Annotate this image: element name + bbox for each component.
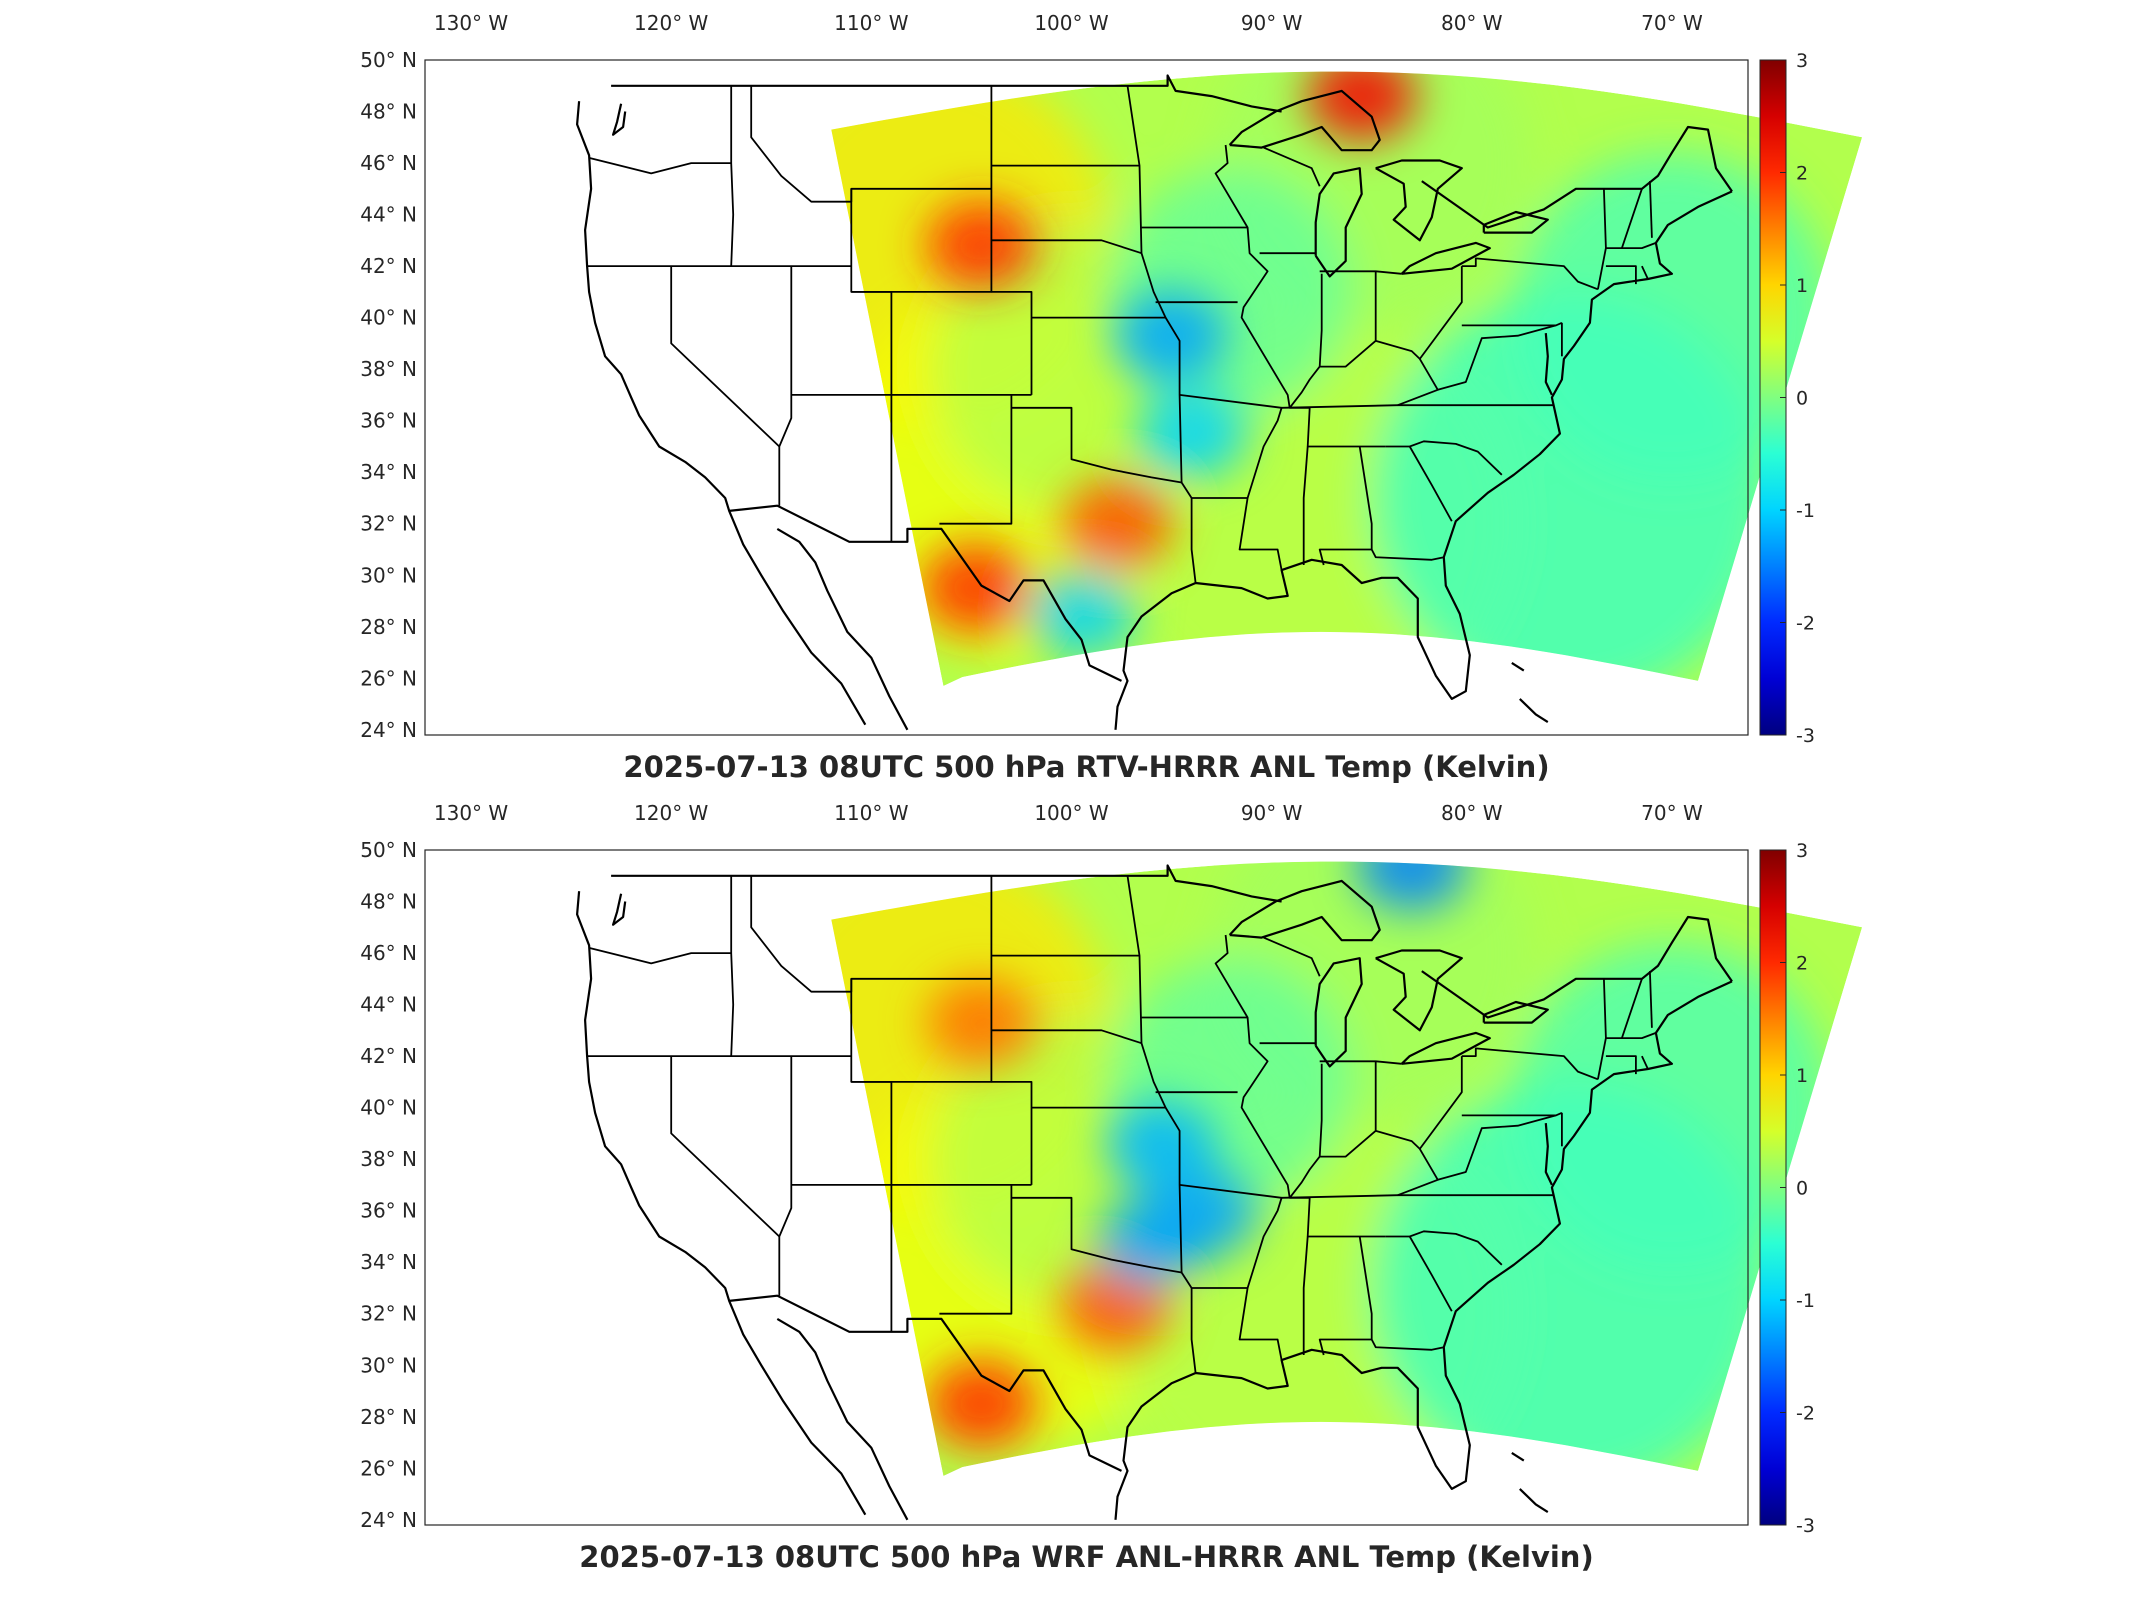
lon-tick-label: 90° W [1241,11,1303,35]
coastlines-and-borders [575,864,1733,1521]
colorbar-tick-label: -2 [1796,613,1815,635]
lat-tick-label: 46° N [360,151,417,175]
hotspot-wyoming-warm [926,977,1037,1068]
lat-tick-label: 24° N [360,1508,417,1532]
colorbar-tick-label: -1 [1796,1290,1815,1312]
hotspot-superior-cool [1356,861,1467,911]
panel-rtv-hrrr: 130° W 120° W 110° W 100° W 90° W 80° W 70° W 5… [0,0,2133,790]
colorbar-tick-label: -2 [1796,1403,1815,1425]
lat-tick-label: 32° N [360,1302,417,1326]
lat-tick-label: 26° N [360,1456,417,1480]
colorbar-tick-label: 1 [1796,275,1808,297]
lat-tick-label: 30° N [360,1353,417,1377]
lat-tick-label: 38° N [360,357,417,381]
colorbar-tick-label: 1 [1796,1065,1808,1087]
lon-tick-label: 100° W [1034,11,1109,35]
colorbar-tick-label: -1 [1796,500,1815,522]
lon-tick-label: 70° W [1641,11,1703,35]
colorbar-tick-label: 2 [1796,163,1808,185]
hotspot-wyoming-warm [926,200,1037,291]
lat-tick-label: 32° N [360,512,417,536]
lon-tick-label: 100° W [1034,801,1109,825]
lat-tick-label: 44° N [360,993,417,1017]
hotspot-oklahoma-cool [1096,1196,1207,1287]
lon-tick-label: 130° W [434,801,509,825]
hotspot-texas-cool [1026,568,1137,659]
lat-tick-label: 26° N [360,666,417,690]
lat-tick-label: 36° N [360,409,417,433]
panel-title: 2025-07-13 08UTC 500 hPa RTV-HRRR ANL Te… [623,750,1549,784]
anomaly-field [831,71,1863,687]
lat-tick-label: 28° N [360,615,417,639]
anomaly-field [831,861,1863,1477]
lat-tick-label: 42° N [360,1044,417,1068]
lat-tick-label: 28° N [360,1405,417,1429]
hotspot-sw-texas-warm [926,1358,1037,1449]
map-frame [424,849,1749,1526]
lon-tick-label: 110° W [834,11,909,35]
lat-tick-label: 48° N [360,890,417,914]
panel-wrf-hrrr: 130° W 120° W 110° W 100° W 90° W 80° W 70° W 5… [0,790,2133,1580]
lat-tick-label: 24° N [360,718,417,742]
lon-tick-label: 120° W [634,11,709,35]
lon-tick-label: 80° W [1441,11,1503,35]
hotspot-sw-texas-warm [920,543,1031,634]
lat-tick-label: 34° N [360,1250,417,1274]
lat-tick-label: 42° N [360,254,417,278]
lon-tick-label: 130° W [434,11,509,35]
map-frame [424,59,1749,736]
colorbar-tick-label: -3 [1796,1515,1815,1537]
hotspot-central-texas-warm [1062,478,1173,569]
colorbar-tick-label: 0 [1796,1178,1808,1200]
lat-tick-label: 44° N [360,203,417,227]
lat-tick-label: 50° N [360,838,417,862]
lat-tick-label: 48° N [360,100,417,124]
lat-tick-label: 36° N [360,1199,417,1223]
lat-tick-label: 46° N [360,941,417,965]
colorbar-tick-label: 2 [1796,953,1808,975]
colorbar-tick-label: 3 [1796,840,1808,862]
map-figure: 130° W 120° W 110° W 100° W 90° W 80° W 70° W 5… [360,11,1863,784]
lon-tick-label: 90° W [1241,801,1303,825]
hotspot-kansas-cool [1116,290,1227,381]
hotspot-oklahoma-cool [1136,388,1247,479]
hotspot-kansas-cool [1106,1101,1217,1192]
coastlines-and-borders [575,74,1733,731]
colorbar-tick-label: 3 [1796,50,1808,72]
colorbar-tick-label: -3 [1796,725,1815,747]
lon-tick-label: 120° W [634,801,709,825]
lat-tick-label: 34° N [360,460,417,484]
lon-tick-label: 110° W [834,801,909,825]
lat-tick-label: 38° N [360,1147,417,1171]
colorbar-tick-label: 0 [1796,388,1808,410]
lat-tick-label: 50° N [360,48,417,72]
hotspot-superior-warm [1306,71,1417,142]
lon-tick-label: 80° W [1441,801,1503,825]
lon-tick-label: 70° W [1641,801,1703,825]
lat-tick-label: 40° N [360,1096,417,1120]
panel-title: 2025-07-13 08UTC 500 hPa WRF ANL-HRRR AN… [579,1540,1593,1574]
lat-tick-label: 30° N [360,563,417,587]
lat-tick-label: 40° N [360,306,417,330]
map-figure: 130° W 120° W 110° W 100° W 90° W 80° W 70° W 5… [360,801,1863,1574]
